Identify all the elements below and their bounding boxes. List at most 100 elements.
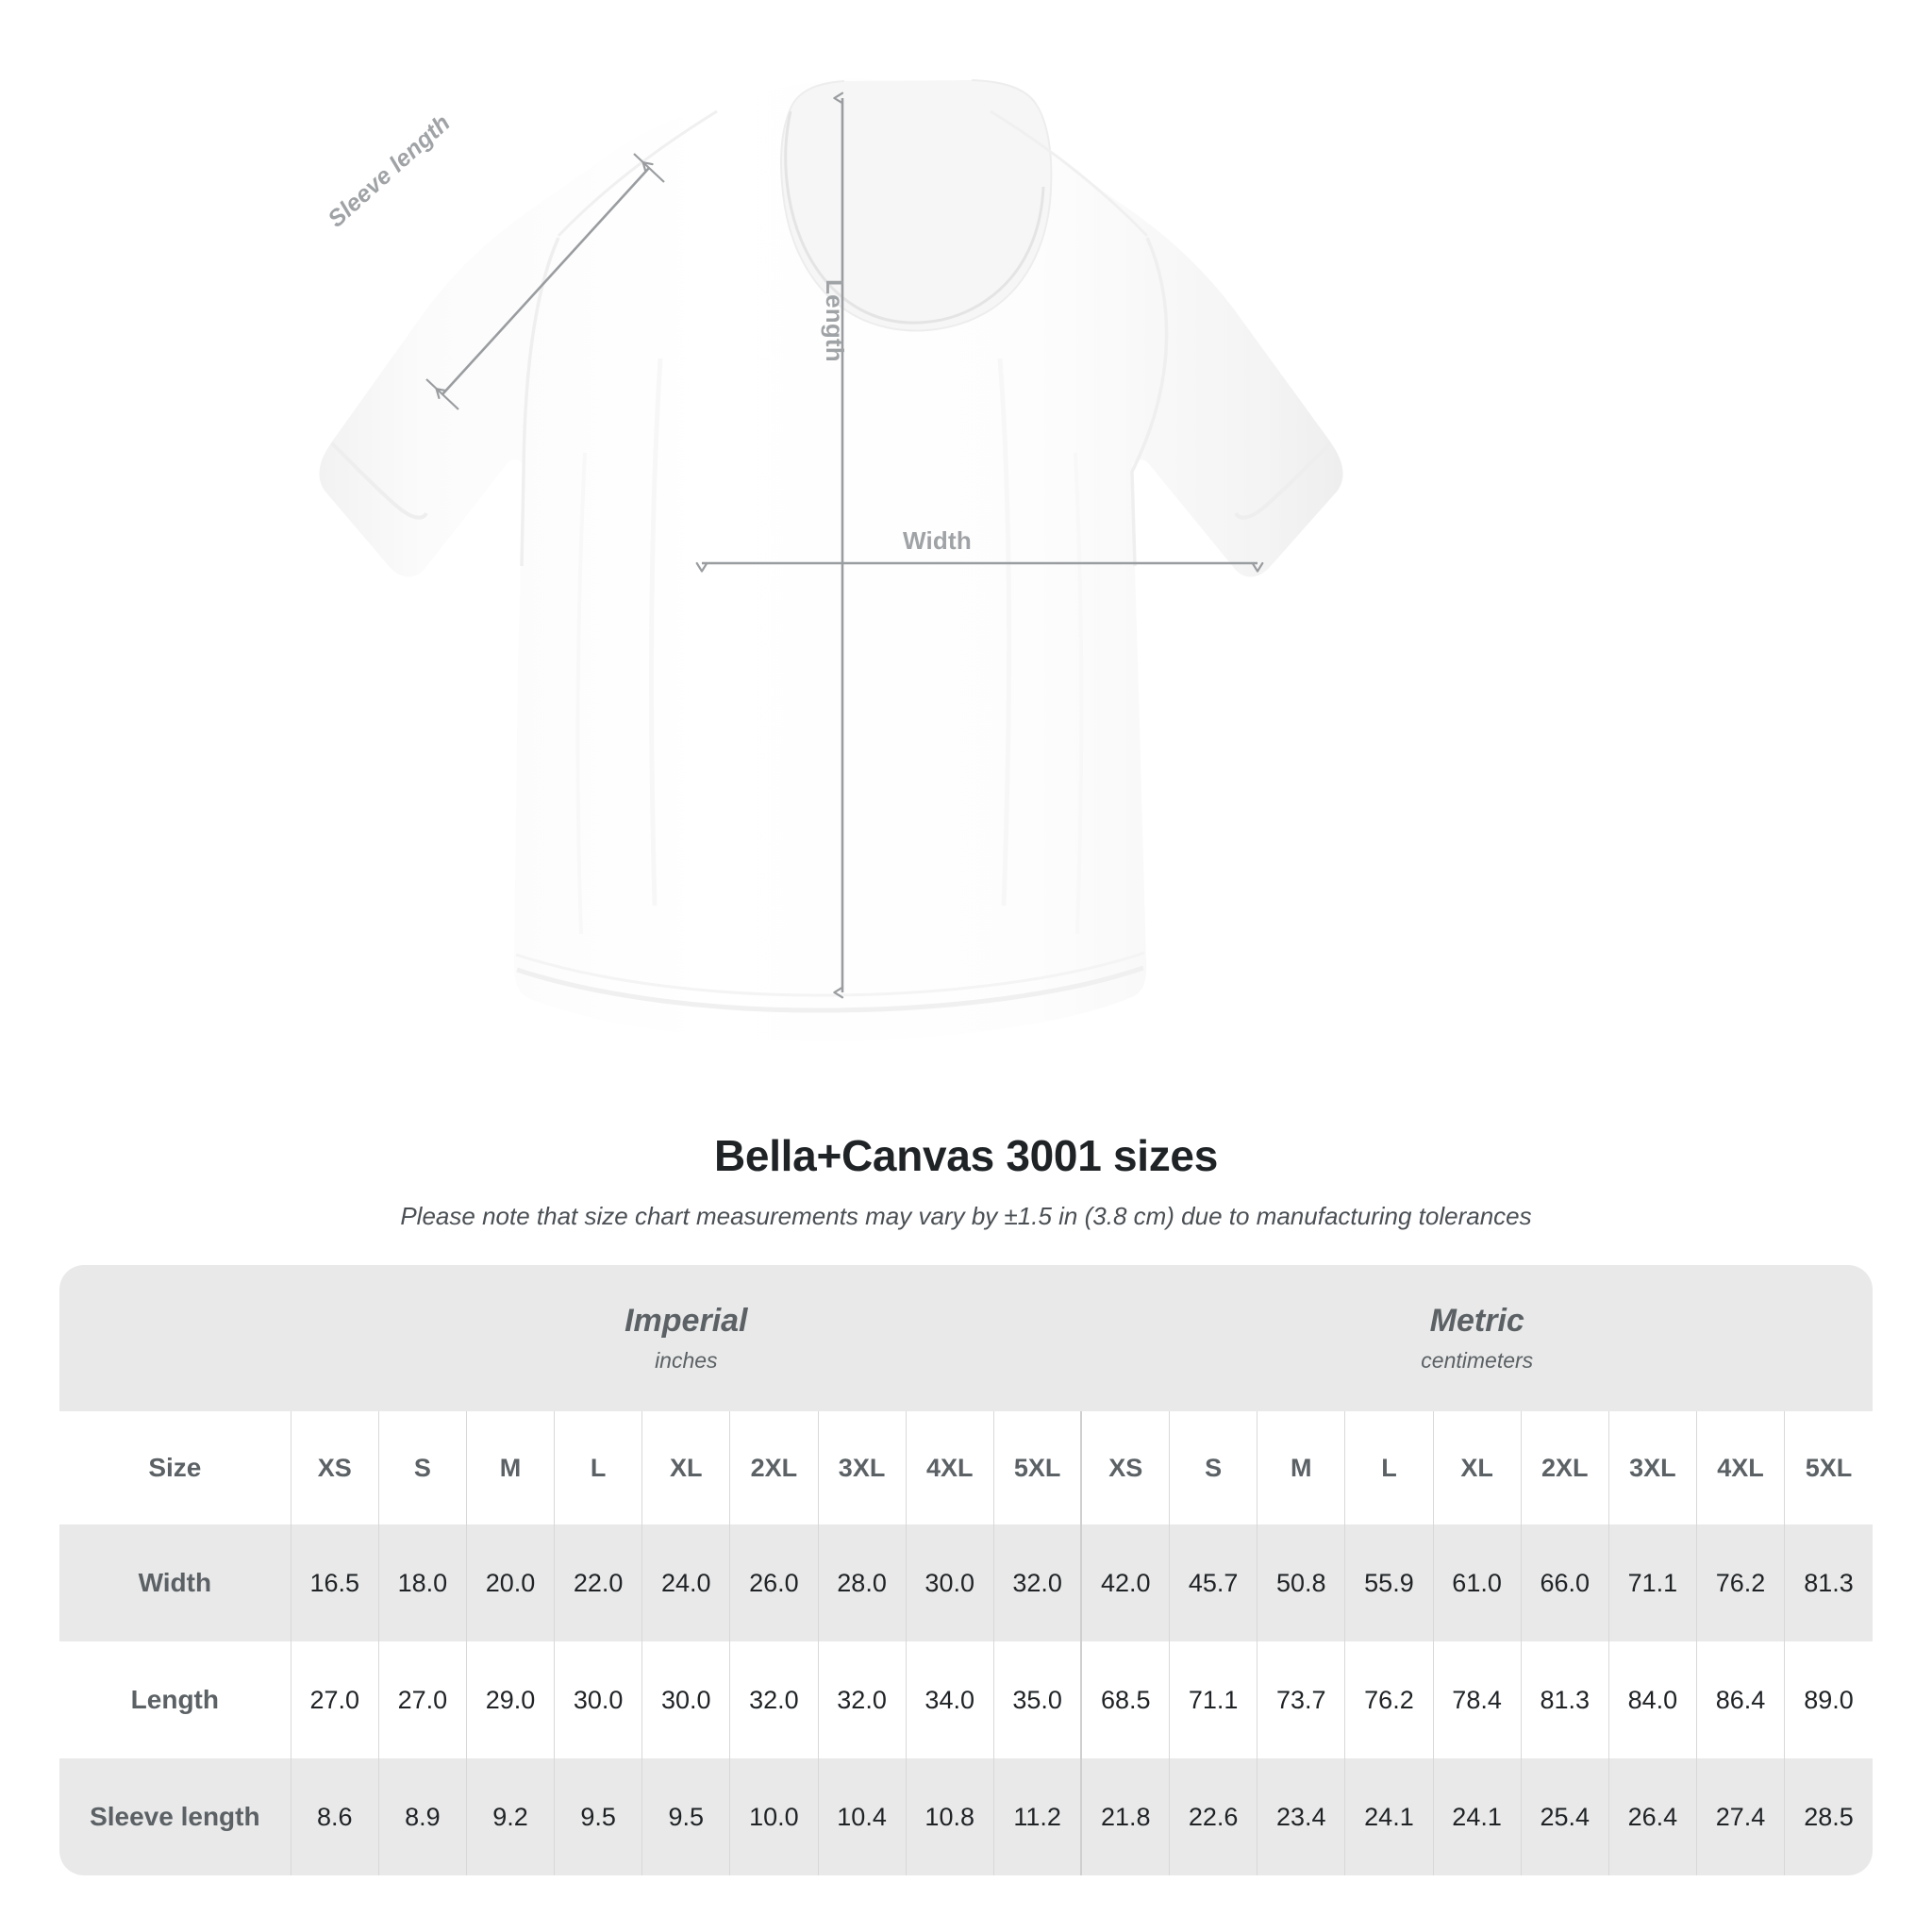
metric-name: Metric: [1429, 1303, 1524, 1340]
cell-width-met-2xl: 66.0: [1520, 1524, 1609, 1641]
size-chart-table-wrap: Imperial inches Metric centimeters Size …: [59, 1265, 1873, 1875]
cell-sleeve-imp-4xl: 10.8: [905, 1758, 994, 1875]
header-cell-met-5xl: 5XL: [1784, 1411, 1873, 1524]
header-cell-met-m: M: [1257, 1411, 1345, 1524]
cell-sleeve-met-2xl: 25.4: [1520, 1758, 1609, 1875]
page-title: Bella+Canvas 3001 sizes: [714, 1131, 1218, 1180]
cell-sleeve-met-4xl: 27.4: [1695, 1758, 1785, 1875]
header-cell-imp-s: S: [377, 1411, 467, 1524]
header-cell-met-xl: XL: [1432, 1411, 1522, 1524]
tshirt-illustration: [319, 78, 1343, 1041]
cell-length-met-m: 73.7: [1257, 1641, 1345, 1758]
cell-sleeve-met-s: 22.6: [1169, 1758, 1257, 1875]
cell-sleeve-met-l: 24.1: [1344, 1758, 1434, 1875]
row-label-width: Width: [59, 1524, 291, 1641]
header-cell-met-l: L: [1344, 1411, 1434, 1524]
cell-length-imp-4xl: 34.0: [905, 1641, 994, 1758]
cell-sleeve-imp-3xl: 10.4: [817, 1758, 907, 1875]
header-cell-imp-4xl: 4XL: [905, 1411, 994, 1524]
unit-header-imperial: Imperial inches: [291, 1265, 1082, 1411]
cell-length-imp-s: 27.0: [377, 1641, 467, 1758]
cell-length-imp-5xl: 35.0: [992, 1641, 1082, 1758]
cell-length-imp-xl: 30.0: [641, 1641, 730, 1758]
header-cell-imp-m: M: [465, 1411, 555, 1524]
unit-header-row: Imperial inches Metric centimeters: [59, 1265, 1873, 1411]
cell-length-met-l: 76.2: [1344, 1641, 1434, 1758]
header-cell-met-4xl: 4XL: [1695, 1411, 1785, 1524]
header-cell-imp-l: L: [554, 1411, 642, 1524]
cell-length-imp-m: 29.0: [465, 1641, 555, 1758]
page-subtitle: Please note that size chart measurements…: [400, 1202, 1532, 1230]
cell-width-met-l: 55.9: [1344, 1524, 1434, 1641]
header-cell-met-xs: XS: [1080, 1411, 1170, 1524]
cell-sleeve-imp-m: 9.2: [465, 1758, 555, 1875]
table-row: Length 27.0 27.0 29.0 30.0 30.0 32.0 32.…: [59, 1641, 1873, 1758]
cell-width-met-xs: 42.0: [1080, 1524, 1170, 1641]
header-cell-imp-xs: XS: [290, 1411, 379, 1524]
table-row: Sleeve length 8.6 8.9 9.2 9.5 9.5 10.0 1…: [59, 1758, 1873, 1875]
header-cell-met-s: S: [1169, 1411, 1257, 1524]
cell-length-met-4xl: 86.4: [1695, 1641, 1785, 1758]
cell-sleeve-met-3xl: 26.4: [1607, 1758, 1697, 1875]
tshirt-diagram: Sleeve length Length Width: [319, 78, 1343, 1041]
cell-length-imp-2xl: 32.0: [729, 1641, 818, 1758]
title-block: Bella+Canvas 3001 sizes Please note that…: [0, 1130, 1932, 1231]
cell-sleeve-imp-5xl: 11.2: [992, 1758, 1082, 1875]
tshirt-body: [319, 78, 1343, 1041]
cell-width-imp-xl: 24.0: [641, 1524, 730, 1641]
cell-width-imp-4xl: 30.0: [905, 1524, 994, 1641]
cell-length-met-2xl: 81.3: [1520, 1641, 1609, 1758]
header-cell-imp-5xl: 5XL: [992, 1411, 1082, 1524]
cell-length-met-s: 71.1: [1169, 1641, 1257, 1758]
imperial-name: Imperial: [625, 1303, 748, 1340]
cell-width-met-3xl: 71.1: [1607, 1524, 1697, 1641]
cell-width-imp-2xl: 26.0: [729, 1524, 818, 1641]
cell-width-met-4xl: 76.2: [1695, 1524, 1785, 1641]
table-row: Width 16.5 18.0 20.0 22.0 24.0 26.0 28.0…: [59, 1524, 1873, 1641]
header-cell-met-3xl: 3XL: [1607, 1411, 1697, 1524]
row-label-sleeve-length: Sleeve length: [59, 1758, 291, 1875]
cell-sleeve-imp-s: 8.9: [377, 1758, 467, 1875]
cell-width-met-5xl: 81.3: [1784, 1524, 1873, 1641]
cell-length-imp-3xl: 32.0: [817, 1641, 907, 1758]
cell-sleeve-met-xl: 24.1: [1432, 1758, 1522, 1875]
cell-width-imp-m: 20.0: [465, 1524, 555, 1641]
header-cell-imp-xl: XL: [641, 1411, 730, 1524]
imperial-sub: inches: [655, 1347, 718, 1373]
cell-width-met-xl: 61.0: [1432, 1524, 1522, 1641]
cell-length-met-xl: 78.4: [1432, 1641, 1522, 1758]
width-label: Width: [903, 526, 972, 555]
cell-sleeve-met-xs: 21.8: [1080, 1758, 1170, 1875]
cell-width-met-m: 50.8: [1257, 1524, 1345, 1641]
cell-width-imp-s: 18.0: [377, 1524, 467, 1641]
cell-width-met-s: 45.7: [1169, 1524, 1257, 1641]
cell-width-imp-xs: 16.5: [290, 1524, 379, 1641]
cell-width-imp-3xl: 28.0: [817, 1524, 907, 1641]
cell-sleeve-imp-xl: 9.5: [641, 1758, 730, 1875]
header-cell-imp-2xl: 2XL: [729, 1411, 818, 1524]
cell-sleeve-imp-2xl: 10.0: [729, 1758, 818, 1875]
sleeve-length-arrow: [435, 161, 654, 400]
metric-sub: centimeters: [1421, 1347, 1534, 1373]
measurement-arrows: [425, 92, 1264, 999]
cell-length-imp-xs: 27.0: [290, 1641, 379, 1758]
cell-length-imp-l: 30.0: [554, 1641, 642, 1758]
cell-width-imp-l: 22.0: [554, 1524, 642, 1641]
length-label: Length: [821, 279, 849, 362]
cell-sleeve-imp-xs: 8.6: [290, 1758, 379, 1875]
size-header-row: Size XS S M L XL 2XL 3XL 4XL 5XL XS S M …: [59, 1411, 1873, 1524]
cell-sleeve-imp-l: 9.5: [554, 1758, 642, 1875]
header-cell-imp-3xl: 3XL: [817, 1411, 907, 1524]
size-chart-table: Imperial inches Metric centimeters Size …: [59, 1265, 1873, 1875]
cell-sleeve-met-m: 23.4: [1257, 1758, 1345, 1875]
cell-length-met-3xl: 84.0: [1607, 1641, 1697, 1758]
cell-length-met-xs: 68.5: [1080, 1641, 1170, 1758]
cell-length-met-5xl: 89.0: [1784, 1641, 1873, 1758]
header-cell-met-2xl: 2XL: [1520, 1411, 1609, 1524]
cell-sleeve-met-5xl: 28.5: [1784, 1758, 1873, 1875]
unit-header-spacer: [59, 1265, 291, 1411]
header-size-label: Size: [59, 1411, 291, 1524]
cell-width-imp-5xl: 32.0: [992, 1524, 1082, 1641]
unit-header-metric: Metric centimeters: [1081, 1265, 1873, 1411]
row-label-length: Length: [59, 1641, 291, 1758]
